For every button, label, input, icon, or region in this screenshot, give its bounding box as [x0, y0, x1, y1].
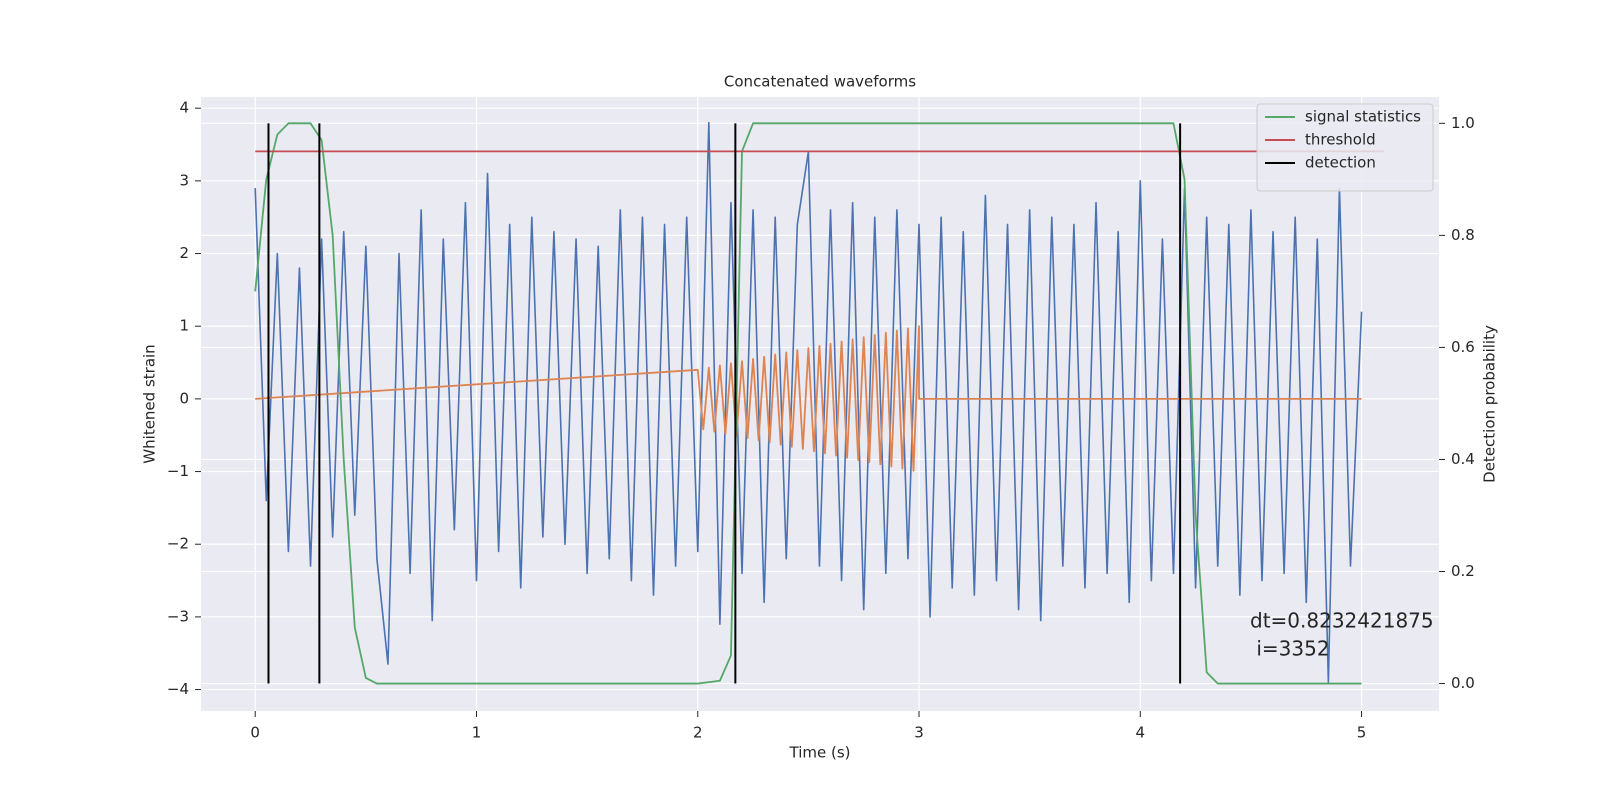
y-tick-label: −2 — [167, 535, 189, 553]
x-tick-label: 0 — [250, 724, 260, 742]
series-line — [254, 122, 1362, 685]
y2-tick-label: 0.6 — [1451, 338, 1475, 356]
chart-title: Concatenated waveforms — [724, 73, 916, 91]
y-tick-label: 3 — [179, 171, 189, 189]
y-tick-label: 1 — [179, 317, 189, 335]
x-tick-label: 4 — [1136, 724, 1146, 742]
y-axis-label: Whitened strain — [141, 344, 159, 463]
y2-tick-label: 1.0 — [1451, 114, 1475, 132]
legend-box — [1256, 103, 1434, 192]
y2-tick-label: 0.0 — [1451, 674, 1475, 692]
legend-label: detection — [1305, 154, 1376, 172]
y-tick-label: 2 — [179, 244, 189, 262]
x-tick-label: 3 — [914, 724, 924, 742]
y2-tick-label: 0.2 — [1451, 562, 1475, 580]
y-tick-label: −4 — [167, 680, 189, 698]
legend: signal statistics threshold detection — [1256, 103, 1434, 192]
annotation: dt=0.8232421875 — [1250, 609, 1434, 633]
y-tick-label: −3 — [167, 607, 189, 625]
y-tick-label: 4 — [179, 99, 189, 117]
y2-tick-label: 0.8 — [1451, 226, 1475, 244]
legend-label: threshold — [1305, 131, 1376, 149]
x-tick-label: 1 — [472, 724, 482, 742]
annotation: i=3352 — [1250, 637, 1330, 661]
x-tick-label: 2 — [693, 724, 703, 742]
x-axis-label: Time (s) — [789, 744, 851, 762]
y-tick-label: 0 — [179, 389, 189, 407]
y2-axis-label: Detection probability — [1481, 325, 1499, 483]
plot-area — [201, 97, 1439, 711]
y2-tick-label: 0.4 — [1451, 450, 1475, 468]
x-tick-label: 5 — [1357, 724, 1367, 742]
series-line — [255, 325, 1362, 472]
y-tick-label: −1 — [167, 462, 189, 480]
legend-label: signal statistics — [1305, 108, 1421, 126]
